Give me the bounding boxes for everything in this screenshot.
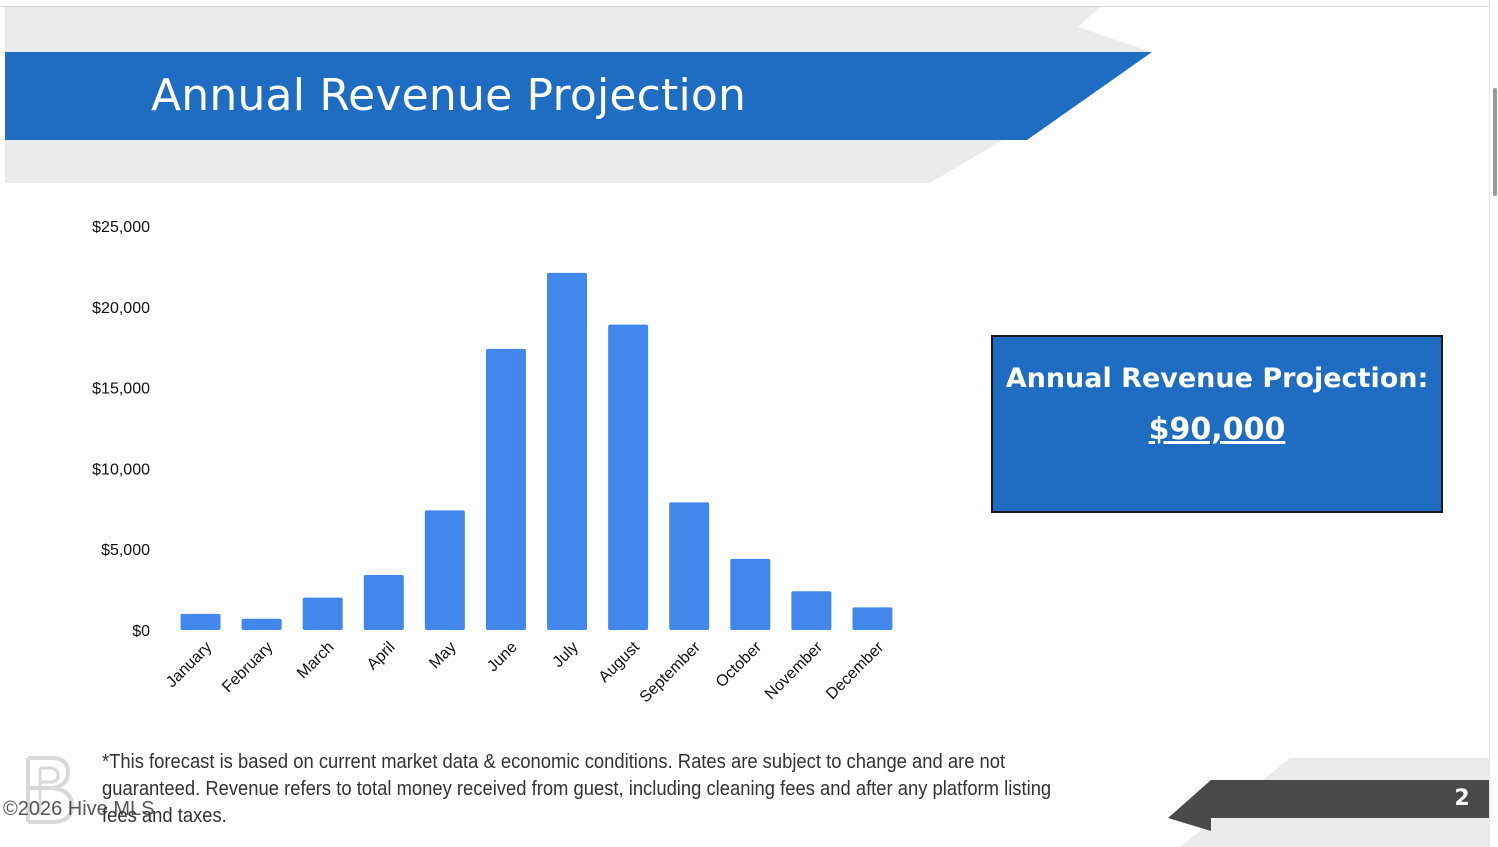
callout-title: Annual Revenue Projection: xyxy=(1005,363,1429,394)
y-tick-label: $15,000 xyxy=(92,381,150,398)
bar-january xyxy=(180,613,221,630)
bar-december xyxy=(852,607,893,630)
bar-april xyxy=(363,575,404,630)
y-tick-label: $25,000 xyxy=(92,219,150,236)
y-tick-label: $10,000 xyxy=(92,461,150,478)
footer-dark-band xyxy=(1168,780,1489,831)
bar-october xyxy=(730,558,771,630)
bar-november xyxy=(791,591,832,630)
page-number: 2 xyxy=(1454,786,1470,811)
y-tick-label: $20,000 xyxy=(92,300,150,317)
slide-title: Annual Revenue Projection xyxy=(151,70,747,121)
y-tick-label: $5,000 xyxy=(101,542,150,559)
revenue-bar-chart: $0$5,000$10,000$15,000$20,000$25,000 Jan… xyxy=(92,219,893,706)
brokerage-logo-icon xyxy=(26,756,75,824)
bar-august xyxy=(608,324,649,630)
bar-september xyxy=(669,502,710,630)
y-tick-label: $0 xyxy=(132,623,150,640)
bar-june xyxy=(485,348,526,630)
scrollbar-thumb[interactable] xyxy=(1493,88,1497,196)
bar-february xyxy=(241,618,282,630)
bars xyxy=(180,272,893,630)
header-blue-band xyxy=(5,52,1152,140)
copyright-watermark: ©2026 Hive MLS xyxy=(3,798,155,820)
revenue-callout-box: Annual Revenue Projection: $90,000 xyxy=(991,335,1443,513)
top-border-line xyxy=(0,6,1490,7)
scrollbar-track[interactable] xyxy=(1489,0,1498,847)
bar-may xyxy=(424,510,465,630)
callout-value: $90,000 xyxy=(1148,412,1286,447)
disclaimer-footnote: *This forecast is based on current marke… xyxy=(102,751,1052,827)
y-axis: $0 $5,000 $10,000 $15,000 $20,000 $25,000 xyxy=(92,219,150,640)
bar-march xyxy=(302,597,343,630)
bar-july xyxy=(547,272,588,630)
